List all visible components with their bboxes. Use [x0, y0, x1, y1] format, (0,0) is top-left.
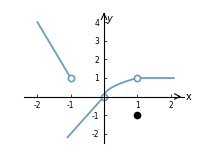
Text: x: x: [186, 92, 191, 102]
Text: y: y: [107, 14, 112, 24]
